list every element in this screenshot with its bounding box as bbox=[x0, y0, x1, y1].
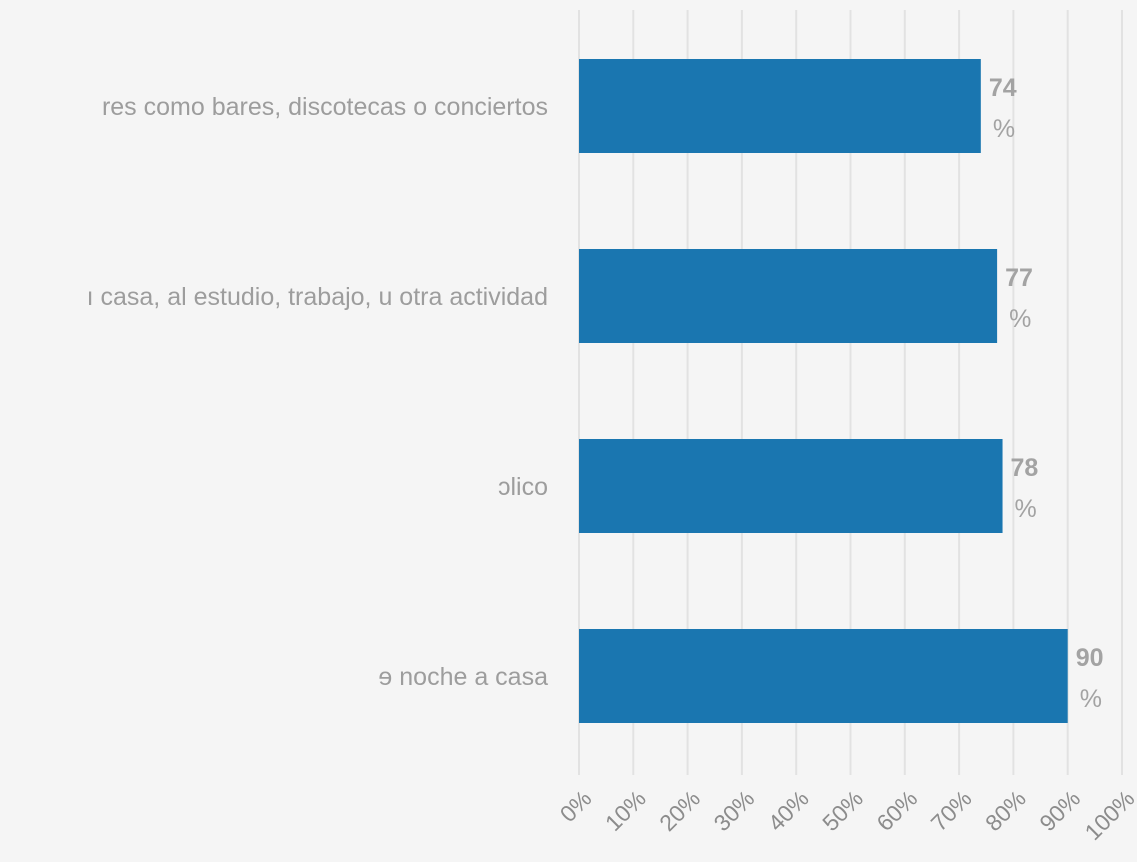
x-tick-label: 0% bbox=[555, 785, 597, 827]
x-tick-label: 90% bbox=[1034, 785, 1085, 836]
bars bbox=[579, 59, 1068, 723]
x-tick-label: 100% bbox=[1080, 785, 1137, 845]
category-label: ɔlico bbox=[498, 473, 548, 501]
data-label-unit: % bbox=[1015, 495, 1037, 523]
data-label-unit: % bbox=[993, 115, 1015, 143]
bar bbox=[579, 439, 1003, 533]
x-tick-label: 80% bbox=[980, 785, 1031, 836]
category-label: ı casa, al estudio, trabajo, u otra acti… bbox=[87, 283, 548, 311]
x-tick-label: 70% bbox=[926, 785, 977, 836]
x-axis-ticks: 0% 10% 20% 30% 40% 50% 60% 70% 80% 90%100% bbox=[555, 785, 1137, 845]
bar bbox=[579, 249, 998, 343]
x-tick-label: 30% bbox=[708, 785, 759, 836]
value-labels: 74% 77% 78% 90% bbox=[989, 74, 1104, 713]
data-label-value: 74 bbox=[989, 74, 1017, 102]
bar bbox=[579, 59, 981, 153]
x-tick-label: 40% bbox=[763, 785, 814, 836]
x-tick-label: 20% bbox=[654, 785, 705, 836]
data-label-value: 78 bbox=[1011, 454, 1039, 482]
x-tick-label: 60% bbox=[871, 785, 922, 836]
data-label-value: 90 bbox=[1076, 644, 1104, 672]
bar bbox=[579, 629, 1068, 723]
category-label: ɘ noche a casa bbox=[378, 663, 548, 691]
data-label-value: 77 bbox=[1005, 264, 1033, 292]
x-tick-label: 10% bbox=[600, 785, 651, 836]
data-label-unit: % bbox=[1080, 685, 1102, 713]
x-tick-label: 50% bbox=[817, 785, 868, 836]
category-labels: res como bares, discotecas o conciertos ı… bbox=[87, 93, 548, 691]
category-label: res como bares, discotecas o conciertos bbox=[102, 93, 548, 121]
data-label-unit: % bbox=[1009, 305, 1031, 333]
